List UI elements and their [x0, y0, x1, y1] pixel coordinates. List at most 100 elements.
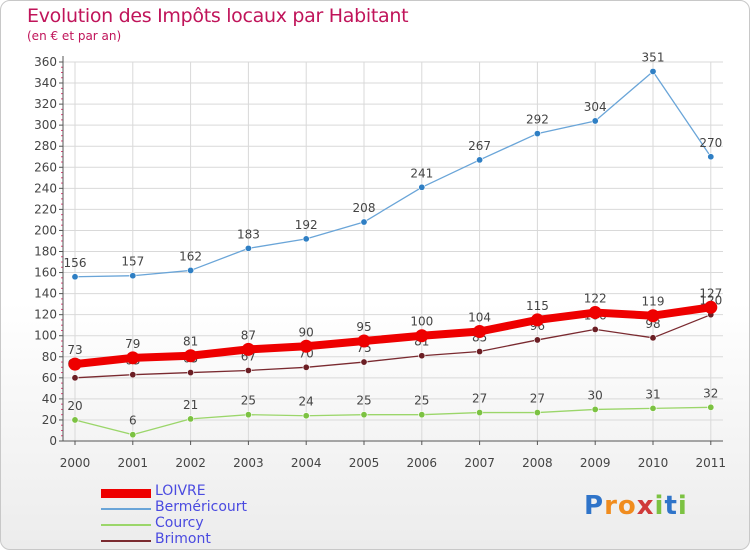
data-point-brimont-2006 — [418, 352, 426, 360]
y-tick-label-100: 100 — [34, 329, 57, 343]
y-tick-label-320: 320 — [34, 97, 57, 111]
data-point-brimont-2000 — [71, 374, 79, 382]
data-label-loivre-2000: 73 — [67, 343, 82, 357]
legend-label-courcy: Courcy — [155, 515, 204, 531]
x-tick-label-2009: 2009 — [580, 456, 611, 470]
y-tick-label-280: 280 — [34, 139, 57, 153]
data-label-berm-ricourt-2010: 351 — [642, 50, 665, 64]
data-point-loivre-2008 — [530, 313, 544, 327]
data-label-courcy-2010: 31 — [645, 387, 660, 401]
data-label-loivre-2004: 90 — [299, 325, 314, 339]
x-tick-label-2008: 2008 — [522, 456, 553, 470]
data-label-loivre-2002: 81 — [183, 335, 198, 349]
data-point-loivre-2010 — [646, 309, 660, 323]
data-point-berm-ricourt-2000 — [71, 273, 79, 281]
logo-letter: t — [664, 491, 678, 521]
x-tick-label-2007: 2007 — [464, 456, 495, 470]
data-point-courcy-2000 — [71, 416, 79, 424]
legend-swatch-courcy — [101, 524, 151, 526]
data-point-courcy-2002 — [187, 415, 195, 423]
data-label-berm-ricourt-2007: 267 — [468, 139, 491, 153]
data-point-berm-ricourt-2009 — [591, 117, 599, 125]
data-label-loivre-2005: 95 — [356, 320, 371, 334]
y-tick-label-140: 140 — [34, 287, 57, 301]
data-label-loivre-2011: 127 — [699, 286, 722, 300]
logo-letter: i — [677, 491, 688, 521]
data-point-brimont-2003 — [244, 366, 252, 374]
series-line-loivre — [71, 303, 715, 369]
y-tick-label-60: 60 — [42, 371, 57, 385]
data-point-berm-ricourt-2006 — [418, 183, 426, 191]
data-point-loivre-2000 — [68, 357, 82, 371]
y-tick-label-40: 40 — [42, 392, 57, 406]
data-point-courcy-2011 — [707, 403, 715, 411]
data-point-loivre-2004 — [299, 339, 313, 353]
data-label-courcy-2000: 20 — [67, 399, 82, 413]
x-tick-label-2011: 2011 — [696, 456, 727, 470]
data-point-brimont-2009 — [591, 325, 599, 333]
data-point-berm-ricourt-2002 — [187, 266, 195, 274]
data-point-brimont-2001 — [129, 371, 137, 379]
data-label-loivre-2007: 104 — [468, 311, 491, 325]
y-tick-label-0: 0 — [49, 434, 57, 448]
y-tick-label-300: 300 — [34, 118, 57, 132]
data-label-berm-ricourt-2009: 304 — [584, 100, 607, 114]
chart-subtitle: (en € et par an) — [27, 29, 122, 43]
logo-letter: P — [584, 491, 605, 521]
series-line-brimont — [74, 314, 712, 379]
data-label-loivre-2003: 87 — [241, 328, 256, 342]
x-tick-label-2006: 2006 — [407, 456, 438, 470]
data-point-courcy-2007 — [476, 409, 484, 417]
y-tick-label-260: 260 — [34, 160, 57, 174]
legend-swatch-loivre — [101, 488, 151, 498]
x-tick-label-2004: 2004 — [291, 456, 322, 470]
legend-label-brimont: Brimont — [155, 531, 211, 547]
data-label-courcy-2007: 27 — [472, 392, 487, 406]
data-point-courcy-2005 — [360, 411, 368, 419]
y-tick-label-120: 120 — [34, 308, 57, 322]
legend-label-berm-ricourt: Berméricourt — [155, 499, 248, 515]
data-label-courcy-2011: 32 — [703, 386, 718, 400]
data-label-berm-ricourt-2006: 241 — [410, 166, 433, 180]
logo-letter: r — [604, 491, 618, 521]
data-label-courcy-2004: 24 — [299, 395, 314, 409]
data-label-berm-ricourt-2005: 208 — [353, 201, 376, 215]
data-label-berm-ricourt-2008: 292 — [526, 113, 549, 127]
data-point-courcy-2008 — [533, 409, 541, 417]
data-point-brimont-2005 — [360, 358, 368, 366]
data-point-berm-ricourt-2007 — [476, 156, 484, 164]
data-point-berm-ricourt-2001 — [129, 272, 137, 280]
data-label-berm-ricourt-2002: 162 — [179, 249, 202, 263]
data-point-loivre-2005 — [357, 334, 371, 348]
data-label-berm-ricourt-2000: 156 — [64, 256, 87, 270]
data-label-berm-ricourt-2011: 270 — [699, 136, 722, 150]
y-tick-label-360: 360 — [34, 55, 57, 69]
data-point-berm-ricourt-2005 — [360, 218, 368, 226]
logo-letter: i — [654, 491, 665, 521]
data-label-berm-ricourt-2003: 183 — [237, 227, 260, 241]
data-label-courcy-2003: 25 — [241, 394, 256, 408]
data-label-courcy-2005: 25 — [356, 394, 371, 408]
data-point-courcy-2003 — [244, 411, 252, 419]
data-point-brimont-2008 — [533, 336, 541, 344]
y-tick-label-20: 20 — [42, 413, 57, 427]
data-point-loivre-2011 — [704, 300, 718, 314]
data-label-courcy-2009: 30 — [588, 388, 603, 402]
data-point-courcy-2001 — [129, 431, 137, 439]
data-point-courcy-2009 — [591, 405, 599, 413]
x-tick-label-2005: 2005 — [349, 456, 380, 470]
legend-swatch-brimont — [101, 540, 151, 542]
legend-swatch-berm-ricourt — [101, 508, 151, 510]
data-label-courcy-2006: 25 — [414, 394, 429, 408]
data-point-loivre-2001 — [126, 351, 140, 365]
data-point-berm-ricourt-2003 — [244, 244, 252, 252]
data-point-courcy-2006 — [418, 411, 426, 419]
y-tick-label-240: 240 — [34, 181, 57, 195]
data-point-berm-ricourt-2008 — [533, 130, 541, 138]
data-point-brimont-2010 — [649, 334, 657, 342]
data-label-berm-ricourt-2001: 157 — [121, 255, 144, 269]
data-point-berm-ricourt-2004 — [302, 235, 310, 243]
x-tick-label-2001: 2001 — [118, 456, 149, 470]
data-point-brimont-2004 — [302, 363, 310, 371]
